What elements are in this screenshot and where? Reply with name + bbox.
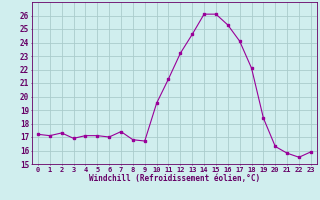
X-axis label: Windchill (Refroidissement éolien,°C): Windchill (Refroidissement éolien,°C) [89, 174, 260, 183]
